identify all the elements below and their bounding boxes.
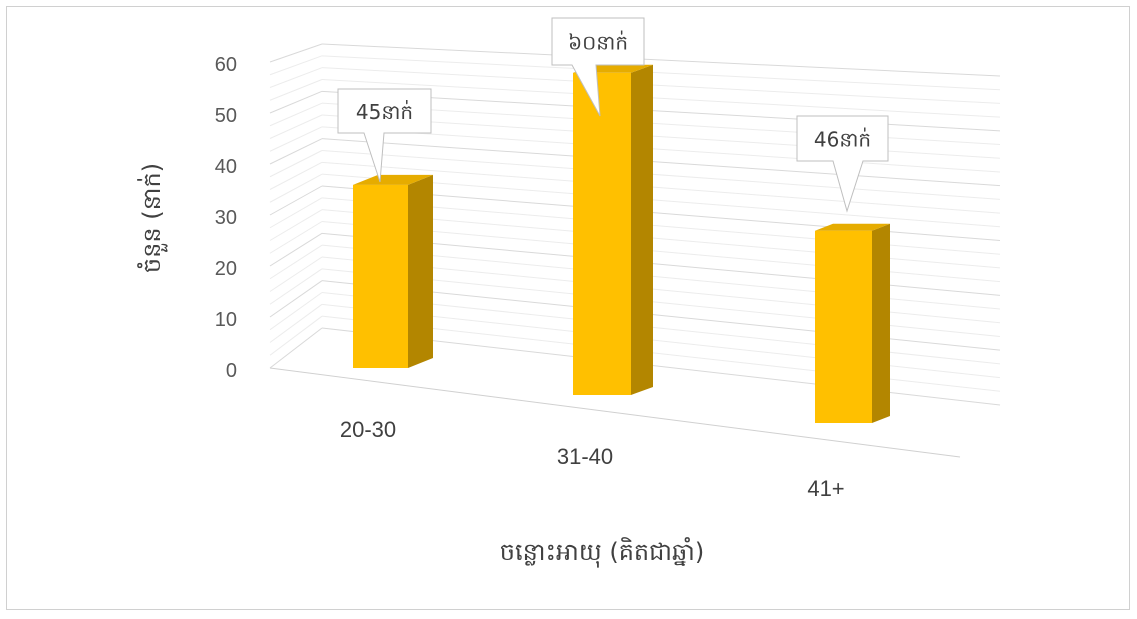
gridline-side — [269, 197, 323, 229]
gridline-minor — [321, 79, 1001, 118]
gridline-side — [269, 138, 323, 165]
gridline-side — [269, 102, 323, 127]
y-tick-label: 40 — [215, 156, 237, 178]
x-axis-title: ចន្លោះអាយុ (គិតជាឆ្នាំ) — [500, 537, 704, 568]
gridline-side — [269, 221, 323, 254]
bar-0 — [353, 184, 408, 368]
gridline-side — [269, 256, 323, 292]
bar-side-1 — [631, 64, 653, 396]
bar-2 — [815, 230, 872, 423]
gridline-major — [321, 43, 1001, 77]
bars — [353, 64, 890, 423]
gridline-side — [269, 173, 323, 203]
gridline-side — [269, 161, 323, 190]
gridline-side — [269, 209, 323, 241]
bar-side-0 — [408, 174, 433, 368]
data-label-callout — [551, 17, 645, 117]
y-tick-label: 20 — [215, 258, 237, 280]
bar-1 — [573, 72, 631, 396]
data-labels: 45នាក់ ៦០នាក់ 46នាក់ — [337, 17, 889, 213]
gridline-side — [269, 280, 323, 318]
y-axis-title: ចំនួន (នាក់) — [137, 163, 168, 273]
gridline-side — [269, 126, 323, 152]
gridline-minor — [321, 67, 1001, 104]
bar-side-2 — [872, 223, 890, 423]
data-label-callout — [337, 88, 432, 183]
gridline-side — [269, 90, 323, 114]
gridline-side — [269, 292, 323, 331]
floor-edge — [269, 367, 961, 458]
gridline-side — [269, 55, 323, 76]
data-label-callout — [796, 115, 889, 213]
gridline-side — [269, 315, 323, 356]
data-label: 46នាក់ — [814, 127, 871, 152]
gridline-minor — [321, 150, 1001, 200]
gridline-side — [269, 114, 323, 139]
gridline-side — [269, 244, 323, 280]
bar-top-0 — [353, 174, 433, 185]
gridline-side — [269, 268, 323, 305]
bar-top-2 — [815, 223, 890, 231]
x-category-label: 20-30 — [340, 417, 396, 442]
gridline-major — [321, 138, 1001, 187]
gridline-minor — [321, 173, 1001, 228]
data-label: ៦០នាក់ — [568, 30, 628, 55]
y-axis-ticks: 0 10 20 30 40 50 60 — [215, 54, 237, 382]
x-axis-categories: 20-30 31-40 41+ — [340, 417, 845, 501]
gridline-side — [269, 79, 323, 101]
gridline-minor — [321, 161, 1001, 214]
gridline-side — [269, 303, 323, 343]
gridline-side — [269, 43, 323, 63]
gridline-minor — [321, 126, 1001, 173]
y-tick-label: 60 — [215, 54, 237, 76]
data-label: 45នាក់ — [356, 99, 413, 124]
y-tick-label: 30 — [215, 207, 237, 229]
y-tick-label: 0 — [226, 360, 237, 382]
y-tick-label: 50 — [215, 105, 237, 127]
gridline-side — [269, 67, 323, 88]
x-category-label: 31-40 — [557, 444, 613, 469]
gridline-side — [269, 327, 323, 369]
gridline-side — [269, 232, 323, 267]
gridline-minor — [321, 55, 1001, 91]
y-tick-label: 10 — [215, 309, 237, 331]
x-category-label: 41+ — [807, 476, 844, 501]
gridline-side — [269, 150, 323, 178]
chart-frame — [6, 6, 1130, 610]
gridline-side — [269, 185, 323, 216]
